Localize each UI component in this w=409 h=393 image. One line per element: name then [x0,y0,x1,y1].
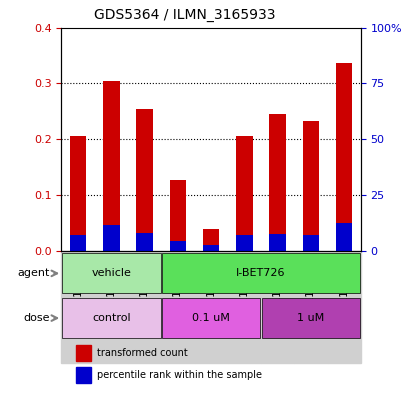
Bar [70,235,86,251]
Bar [103,225,119,251]
Bar [94,251,128,363]
Bar [335,223,352,251]
Bar [136,233,153,251]
Bar [169,180,186,251]
Bar [269,234,285,251]
Bar [302,235,319,251]
Bar [76,367,91,383]
Bar [103,81,119,251]
Bar [236,136,252,251]
FancyBboxPatch shape [162,298,260,338]
FancyBboxPatch shape [62,253,160,294]
Text: 0.1 uM: 0.1 uM [192,313,229,323]
FancyBboxPatch shape [261,298,359,338]
Text: percentile rank within the sample: percentile rank within the sample [97,370,262,380]
Bar [136,108,153,251]
Text: control: control [92,313,130,323]
FancyBboxPatch shape [62,298,160,338]
Bar [61,251,94,363]
FancyBboxPatch shape [162,253,359,294]
Bar [202,246,219,251]
Bar [202,229,219,251]
Bar [335,63,352,251]
Text: GDS5364 / ILMN_3165933: GDS5364 / ILMN_3165933 [94,8,274,22]
Bar [261,251,294,363]
Bar [169,241,186,251]
Text: transformed count: transformed count [97,348,188,358]
Bar [194,251,227,363]
Text: 1 uM: 1 uM [297,313,324,323]
Bar [128,251,161,363]
Bar [327,251,360,363]
Bar [302,121,319,251]
Text: I-BET726: I-BET726 [236,268,285,278]
Bar [161,251,194,363]
Bar [70,136,86,251]
Text: vehicle: vehicle [91,268,131,278]
Bar [236,235,252,251]
Bar [269,114,285,251]
Bar [227,251,261,363]
Text: agent: agent [18,268,50,278]
Bar [76,345,91,360]
Bar [294,251,327,363]
Text: dose: dose [23,313,50,323]
